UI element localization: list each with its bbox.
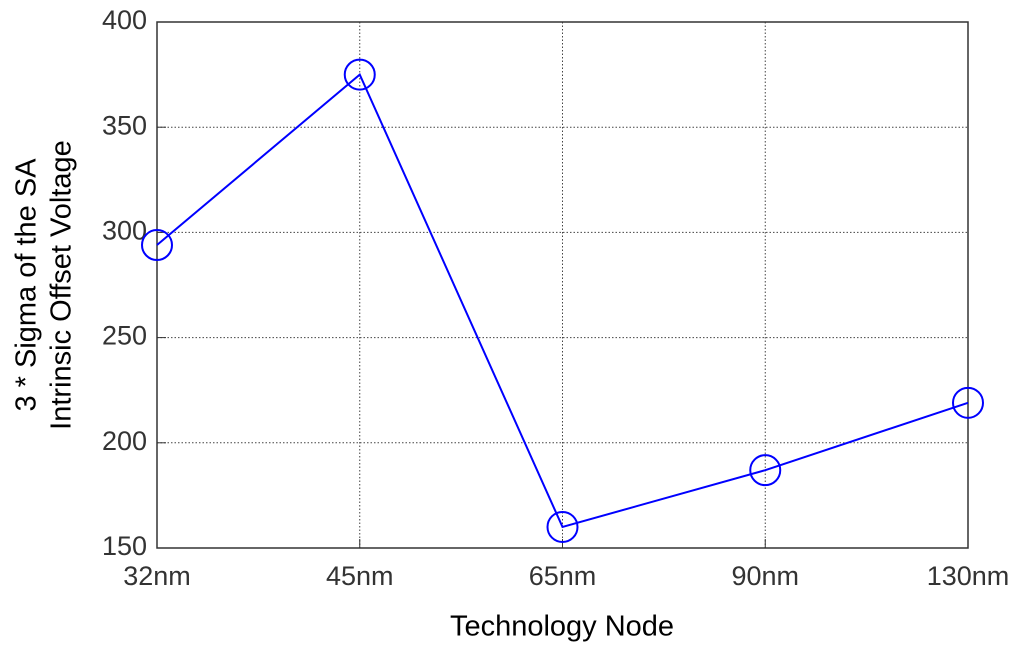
y-axis-label: Intrinsic Offset Voltage [46,140,78,430]
x-tick-label: 32nm [123,561,191,591]
marker [952,386,984,419]
marker [546,510,579,543]
x-axis-label: Technology Node [450,611,674,643]
marker [141,229,173,262]
y-tick-label: 200 [102,426,147,456]
y-tick-label: 150 [102,531,147,561]
line [156,72,969,529]
x-tick-label: 65nm [529,561,597,591]
x-tick-label: 45nm [326,561,394,591]
y-axis-label: 3 * Sigma of the SA [11,158,43,412]
marker [343,58,376,91]
x-tick-label: 90nm [731,561,799,591]
marker [749,454,782,487]
x-tick-label: 130nm [927,561,1010,591]
plot-frame [156,21,969,549]
y-tick-label: 400 [102,5,147,35]
y-tick-label: 300 [102,216,147,246]
y-tick-label: 250 [102,321,147,351]
y-tick-label: 350 [102,110,147,140]
